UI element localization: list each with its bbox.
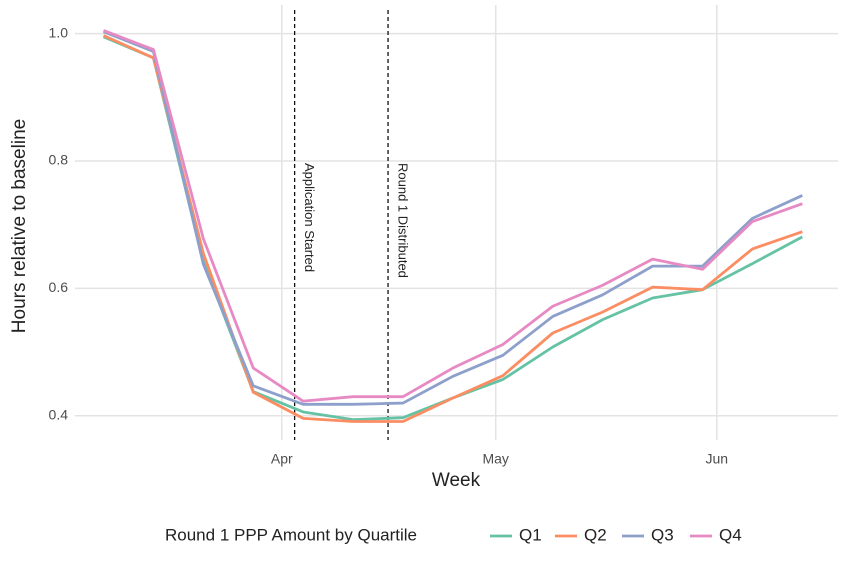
y-axis-title: Hours relative to baseline [9, 119, 30, 333]
legend-label: Q3 [651, 525, 674, 544]
y-tick-label: 0.6 [49, 279, 69, 295]
x-tick-label: Apr [271, 451, 293, 467]
line [102, 34, 803, 423]
x-tick-label: May [482, 451, 508, 467]
line [102, 35, 804, 422]
x-axis-title: Week [432, 470, 481, 491]
line [103, 30, 803, 406]
event-label: Application Started [302, 163, 317, 272]
line [103, 29, 803, 403]
legend-label: Q2 [584, 525, 607, 544]
legend-title: Round 1 PPP Amount by Quartile [165, 525, 417, 544]
legend-label: Q4 [719, 525, 742, 544]
y-tick-label: 0.8 [49, 152, 69, 168]
legend-label: Q1 [519, 525, 542, 544]
x-tick-label: Jun [705, 451, 728, 467]
y-tick-label: 1.0 [49, 24, 69, 40]
y-tick-label: 0.4 [49, 407, 69, 423]
event-label: Round 1 Distributed [396, 163, 411, 278]
